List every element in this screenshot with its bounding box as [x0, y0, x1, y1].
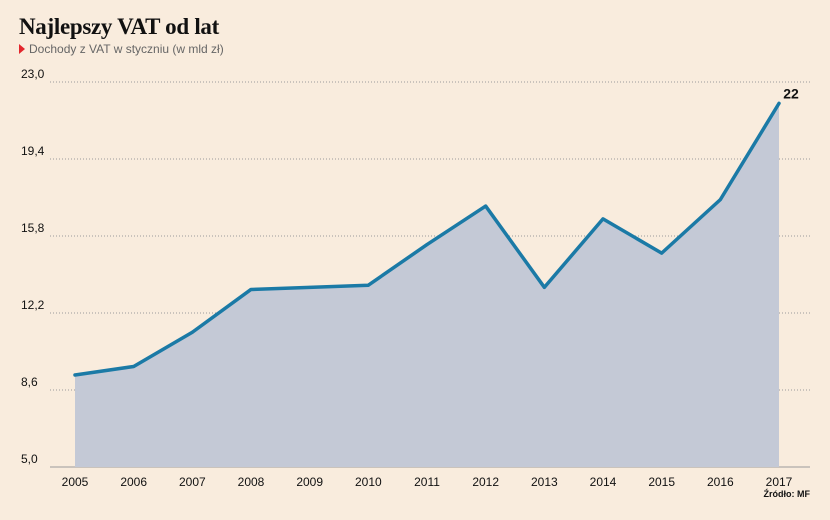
subtitle-marker-icon [19, 44, 25, 54]
data-point [542, 285, 546, 289]
x-tick-label: 2017 [766, 475, 793, 489]
y-tick-label: 12,2 [21, 298, 45, 312]
series-area [75, 103, 779, 467]
x-tick-label: 2015 [648, 475, 675, 489]
y-tick-label: 23,0 [21, 67, 45, 81]
data-point [308, 285, 312, 289]
x-tick-label: 2005 [62, 475, 89, 489]
chart-subtitle-text: Dochody z VAT w styczniu (w mld zł) [29, 42, 224, 56]
x-tick-label: 2014 [590, 475, 617, 489]
x-axis-ticks: 2005 2006 2007 2008 2009 2010 2011 2012 2013 2014… [62, 475, 793, 489]
data-labels: 22 [783, 85, 799, 101]
data-point [132, 364, 136, 368]
data-label: 22 [783, 85, 799, 101]
data-point [601, 217, 605, 221]
data-point [73, 373, 77, 377]
data-point [425, 243, 429, 247]
chart-subtitle: Dochody z VAT w styczniu (w mld zł) [19, 42, 224, 56]
x-tick-label: 2009 [296, 475, 323, 489]
chart-title: Najlepszy VAT od lat [19, 14, 219, 39]
x-tick-label: 2010 [355, 475, 382, 489]
plot-area [73, 101, 781, 467]
data-point [249, 287, 253, 291]
y-tick-label: 5,0 [21, 452, 38, 466]
data-point [718, 198, 722, 202]
data-point [777, 101, 781, 105]
data-point [484, 204, 488, 208]
data-point [190, 330, 194, 334]
x-tick-label: 2012 [472, 475, 499, 489]
data-point [366, 283, 370, 287]
x-tick-label: 2011 [414, 475, 440, 489]
y-axis-ticks: 5,0 8,6 12,2 15,8 19,4 23,0 [21, 67, 45, 466]
y-tick-label: 19,4 [21, 144, 45, 158]
x-tick-label: 2007 [179, 475, 206, 489]
data-point [660, 251, 664, 255]
x-tick-label: 2013 [531, 475, 558, 489]
y-tick-label: 15,8 [21, 221, 45, 235]
source-note: Źródło: MF [763, 489, 811, 499]
y-tick-label: 8,6 [21, 375, 38, 389]
x-tick-label: 2016 [707, 475, 734, 489]
x-tick-label: 2006 [120, 475, 147, 489]
x-tick-label: 2008 [238, 475, 265, 489]
